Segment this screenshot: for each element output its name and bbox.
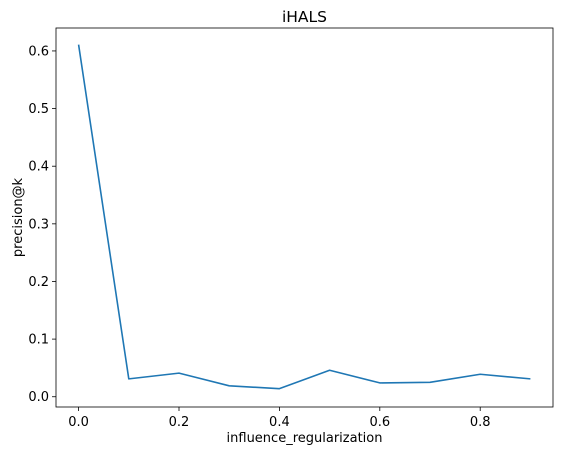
chart-title: iHALS <box>282 8 327 26</box>
y-tick-label: 0.0 <box>28 390 49 405</box>
series-layer <box>77 44 531 390</box>
x-ticks <box>78 407 481 411</box>
y-tick-label: 0.2 <box>28 275 49 290</box>
x-tick-label: 0.2 <box>169 415 190 430</box>
x-axis-label: influence_regularization <box>227 431 383 446</box>
y-tick-label: 0.1 <box>28 333 49 348</box>
x-tick-label: 0.4 <box>269 415 290 430</box>
y-ticks <box>52 50 56 398</box>
y-tick-label: 0.6 <box>28 44 49 59</box>
x-tick-label: 0.0 <box>68 415 89 430</box>
y-tick-label: 0.4 <box>28 160 49 175</box>
x-tick-labels: 0.0 0.2 0.4 0.6 0.8 <box>68 415 490 430</box>
plot-frame <box>55 27 554 408</box>
y-tick-label: 0.5 <box>28 102 49 117</box>
y-tick-label: 0.3 <box>28 217 49 232</box>
y-tick-labels: 0.0 0.1 0.2 0.3 0.4 0.5 0.6 <box>28 44 49 405</box>
x-tick-label: 0.6 <box>369 415 390 430</box>
x-tick-label: 0.8 <box>470 415 491 430</box>
y-axis-label: precision@k <box>11 177 26 257</box>
series-line <box>77 44 531 390</box>
